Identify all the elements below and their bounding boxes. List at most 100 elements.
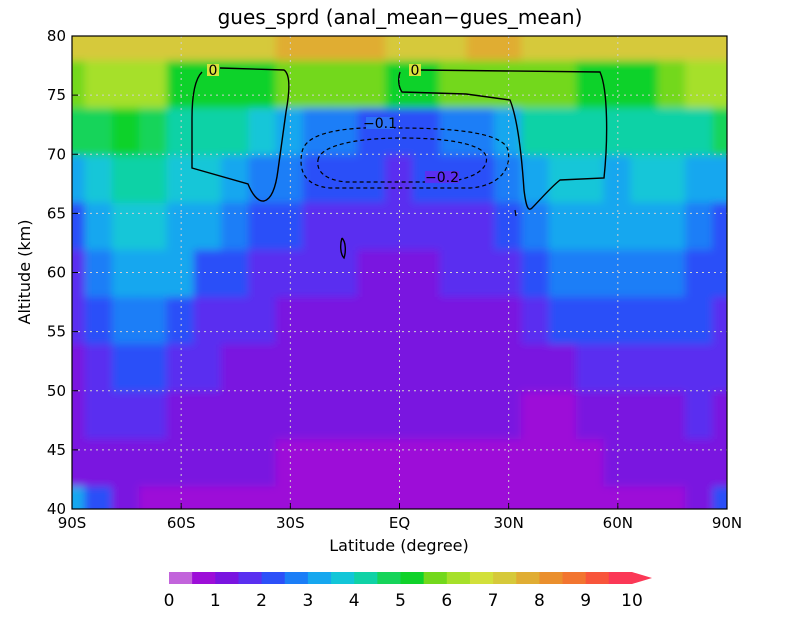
field-cell [193, 437, 224, 487]
field-cell [330, 437, 360, 487]
field-cell [494, 36, 524, 61]
field-cell [221, 342, 251, 392]
x-axis: 90S 60S 30S EQ 30N 60N 90N [58, 503, 742, 532]
field-cell-edge [548, 507, 578, 509]
field-cell [111, 389, 142, 440]
y-tick-label: 65 [47, 204, 66, 222]
y-tick-label: 80 [47, 27, 66, 45]
field-cell [685, 105, 715, 156]
field-cell [521, 200, 551, 250]
field-cell-edge [72, 295, 74, 345]
field-cell-edge [84, 36, 114, 38]
field-cell-edge [657, 36, 688, 38]
field-cell-edge [302, 36, 333, 38]
field-cell [193, 105, 224, 156]
field-cell-edge [725, 484, 727, 509]
field-cell [412, 105, 442, 156]
field-cell-edge [412, 36, 442, 38]
field-cell [303, 200, 333, 250]
field-cell [439, 437, 469, 487]
field-cell [712, 36, 727, 61]
field-cell-edge [439, 507, 469, 509]
field-cell [575, 484, 606, 509]
colorbar-tick-label: 10 [621, 591, 643, 611]
field-cell [657, 437, 688, 487]
field-cell [439, 200, 469, 250]
field-cell [466, 200, 496, 250]
field-cell [72, 105, 87, 156]
field-cell [357, 153, 387, 203]
field-cell-edge [139, 36, 169, 38]
field-cell-edge [685, 507, 715, 509]
field-cell [575, 105, 606, 156]
field-cell [657, 105, 688, 156]
field-cell [712, 342, 727, 392]
y-tick-label: 40 [47, 500, 66, 518]
field-cell [221, 484, 251, 509]
field-cell [303, 342, 333, 392]
field-cell-edge [193, 36, 224, 38]
field-cell [84, 295, 114, 345]
field-cell [712, 484, 727, 509]
field-cell [72, 484, 87, 509]
field-cell [630, 484, 660, 509]
field-cell-edge [685, 36, 715, 38]
field-cell [139, 484, 169, 509]
field-cell [439, 295, 469, 345]
field-cell [330, 200, 360, 250]
field-cell [357, 484, 387, 509]
colorbar-tick-label: 4 [349, 591, 360, 611]
field-cell-edge [72, 36, 87, 38]
field-cell-edge [357, 36, 387, 38]
field-cell [575, 200, 606, 250]
field-cell [193, 36, 224, 61]
field-cell [111, 58, 142, 108]
field-cell [303, 484, 333, 509]
field-cell [357, 105, 387, 156]
shaded-field [72, 36, 727, 509]
field-cell-edge [466, 36, 497, 38]
field-cell [193, 484, 224, 509]
field-cell [657, 36, 688, 61]
field-cell [139, 437, 169, 487]
field-cell-edge [111, 36, 142, 38]
colorbar-segment [446, 572, 471, 584]
field-cell [575, 342, 606, 392]
field-cell [193, 295, 224, 345]
field-cell [685, 36, 715, 61]
field-cell [248, 484, 278, 509]
field-cell [221, 437, 251, 487]
colorbar-segment [238, 572, 263, 584]
contour-lines [191, 67, 608, 260]
field-cell [412, 36, 442, 61]
field-cell [657, 58, 688, 108]
field-cell [221, 58, 251, 108]
field-cell-edge [725, 58, 727, 108]
colorbar-segment [562, 572, 587, 584]
field-cell-edge [72, 342, 74, 392]
field-cell [466, 295, 496, 345]
field-cell-edge [72, 200, 74, 250]
field-cell-edge [72, 153, 74, 203]
field-cell-edge [221, 36, 251, 38]
field-cell [166, 36, 196, 61]
colorbar-segment [284, 572, 309, 584]
field-cell [630, 200, 660, 250]
field-cell [548, 200, 578, 250]
field-cell [248, 36, 278, 61]
field-cell [548, 342, 578, 392]
field-cell-edge [712, 507, 727, 509]
field-cell [685, 342, 715, 392]
field-cell [139, 153, 169, 203]
colorbar-tick-label: 0 [164, 591, 175, 611]
field-cell [111, 295, 142, 345]
field-cell [221, 295, 251, 345]
field-cell [111, 105, 142, 156]
field-cell [357, 342, 387, 392]
field-cell [357, 58, 387, 108]
field-cell [548, 153, 578, 203]
field-cell [712, 200, 727, 250]
field-cell [548, 389, 578, 440]
colorbar-tick-label: 7 [488, 591, 499, 611]
colorbar: 0 1 2 3 4 5 6 7 8 9 10 [164, 572, 652, 611]
